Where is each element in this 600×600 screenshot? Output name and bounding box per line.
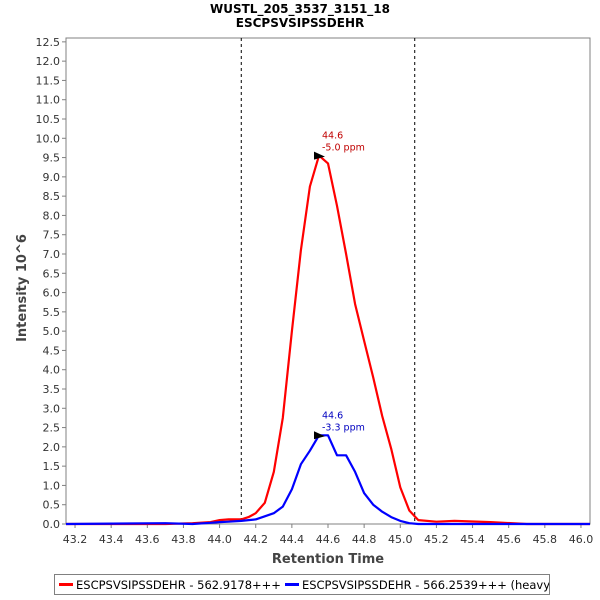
- x-tick-label: 43.6: [135, 533, 160, 546]
- legend-item-light: ESCPSVSIPSSDEHR - 562.9178+++: [59, 578, 281, 592]
- y-tick-label: 3.0: [43, 402, 61, 415]
- x-tick-label: 44.4: [280, 533, 305, 546]
- y-tick-label: 12.0: [36, 55, 61, 68]
- y-tick-label: 4.0: [43, 364, 61, 377]
- y-tick-label: 2.5: [43, 422, 61, 435]
- y-tick-label: 10.0: [36, 132, 61, 145]
- peak-ppm-label: -5.0 ppm: [322, 143, 365, 154]
- y-tick-label: 8.0: [43, 209, 61, 222]
- y-tick-label: 5.0: [43, 325, 61, 338]
- y-axis-label: Intensity 10^6: [15, 234, 30, 342]
- y-tick-label: 4.5: [43, 344, 61, 357]
- legend-swatch-red: [59, 583, 73, 586]
- x-tick-label: 44.2: [243, 533, 268, 546]
- x-tick-label: 44.8: [352, 533, 377, 546]
- y-tick-label: 7.5: [43, 229, 61, 242]
- chart-subtitle: ESCPSVSIPSSDEHR: [236, 16, 364, 30]
- peak-ppm-label: -3.3 ppm: [322, 422, 365, 433]
- legend-label: ESCPSVSIPSSDEHR - 566.2539+++ (heavy): [301, 577, 550, 592]
- x-tick-label: 43.4: [99, 533, 124, 546]
- series-lines: [65, 154, 590, 526]
- x-axis-label: Retention Time: [272, 552, 384, 567]
- y-tick-label: 6.5: [43, 267, 61, 280]
- x-tick-label: 45.2: [424, 533, 449, 546]
- y-tick-label: 11.5: [36, 74, 61, 87]
- x-tick-label: 45.8: [533, 533, 558, 546]
- series-line-light: [66, 154, 590, 526]
- y-tick-label: 12.5: [36, 36, 61, 49]
- x-tick-label: 45.0: [388, 533, 413, 546]
- y-axis: 0.0 0.5 1.0 1.5 2.0 2.5 3.0 3.5 4.0 4.5 5.0 5.5 6.0 6…: [36, 36, 66, 531]
- y-tick-label: 9.0: [43, 171, 61, 184]
- x-axis: 43.2 43.4 43.6 43.8 44.0 44.2 44.4 44.6 44.8 45.0…: [63, 524, 593, 546]
- y-tick-label: 8.5: [43, 190, 61, 203]
- peak-marker-arrow: [314, 431, 325, 440]
- x-tick-label: 46.0: [569, 533, 594, 546]
- y-tick-label: 1.5: [43, 460, 61, 473]
- y-tick-label: 0.0: [43, 518, 61, 531]
- y-tick-label: 1.0: [43, 479, 61, 492]
- peak-marker-arrow: [314, 151, 325, 160]
- legend-swatch-blue: [284, 583, 299, 586]
- y-tick-label: 6.0: [43, 287, 61, 300]
- y-tick-label: 0.5: [43, 499, 61, 512]
- peak-rt-label: 44.6: [322, 410, 343, 421]
- x-tick-label: 45.6: [496, 533, 521, 546]
- y-tick-label: 9.5: [43, 152, 61, 165]
- x-tick-label: 44.6: [316, 533, 341, 546]
- y-tick-label: 5.5: [43, 306, 61, 319]
- legend-item-heavy: ESCPSVSIPSSDEHR - 566.2539+++ (heavy): [284, 577, 550, 592]
- chart-title: WUSTL_205_3537_3151_18: [210, 2, 390, 17]
- plot-area: [65, 37, 591, 525]
- y-tick-label: 7.0: [43, 248, 61, 261]
- y-tick-label: 2.0: [43, 441, 61, 454]
- y-tick-label: 11.0: [36, 94, 61, 107]
- y-tick-label: 10.5: [36, 113, 61, 126]
- x-tick-label: 43.2: [63, 533, 88, 546]
- series-line-heavy: [65, 434, 590, 526]
- peak-rt-label: 44.6: [322, 131, 343, 142]
- x-tick-label: 45.4: [460, 533, 485, 546]
- legend-label: ESCPSVSIPSSDEHR - 562.9178+++: [76, 577, 281, 592]
- x-tick-label: 44.0: [207, 533, 232, 546]
- integration-boundaries: [240, 38, 416, 524]
- chart-legend: ESCPSVSIPSSDEHR - 562.9178+++ ESCPSVSIPS…: [54, 574, 550, 595]
- x-tick-label: 43.8: [171, 533, 196, 546]
- y-tick-label: 3.5: [43, 383, 61, 396]
